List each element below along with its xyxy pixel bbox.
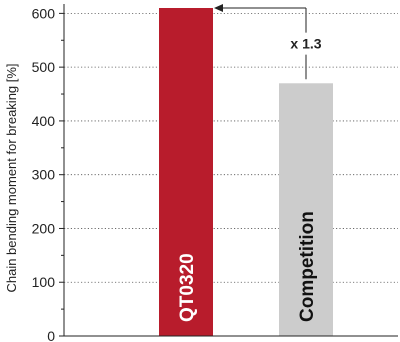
annotation-label-background xyxy=(280,32,332,55)
y-tick-label: 300 xyxy=(32,167,56,183)
y-tick-label: 200 xyxy=(32,220,56,236)
ratio-annotation: x 1.3 xyxy=(214,4,332,80)
y-tick-label: 0 xyxy=(47,328,55,342)
bar-label: Competition xyxy=(297,211,318,322)
y-tick-label: 400 xyxy=(32,113,56,129)
y-tick-label: 600 xyxy=(32,5,56,21)
y-axis-ticks: 0 100 200 300 400 500 600 xyxy=(32,5,64,342)
y-tick-label: 100 xyxy=(32,274,56,290)
annotation-arrowhead xyxy=(214,4,223,12)
bar-label: QT0320 xyxy=(177,253,198,322)
y-tick-label: 500 xyxy=(32,59,56,75)
annotation-label: x 1.3 xyxy=(290,36,321,52)
y-axis-label: Chain bending moment for breaking [%] xyxy=(4,63,19,292)
bar-qt0320 xyxy=(159,8,213,336)
bar-competition xyxy=(279,83,333,336)
gridlines xyxy=(64,12,398,283)
bars: QT0320 Competition xyxy=(159,8,333,336)
